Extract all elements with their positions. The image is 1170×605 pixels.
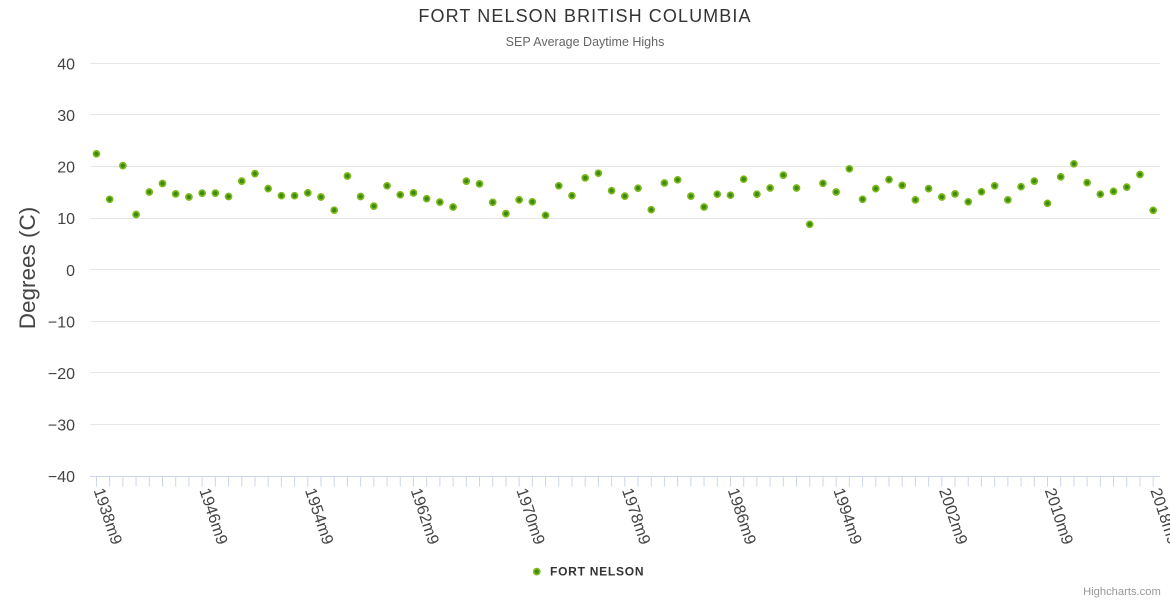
svg-text:10: 10	[57, 211, 75, 228]
svg-text:0: 0	[66, 263, 75, 280]
svg-text:20: 20	[57, 160, 75, 177]
svg-text:FORT NELSON: FORT NELSON	[550, 565, 644, 579]
svg-text:−40: −40	[48, 469, 75, 486]
svg-text:FORT NELSON BRITISH COLUMBIA: FORT NELSON BRITISH COLUMBIA	[418, 6, 751, 26]
svg-text:−20: −20	[48, 366, 75, 383]
svg-text:SEP Average Daytime Highs: SEP Average Daytime Highs	[506, 35, 665, 49]
svg-text:Degrees (C): Degrees (C)	[15, 207, 40, 330]
svg-text:40: 40	[57, 57, 75, 74]
svg-text:−10: −10	[48, 314, 75, 331]
svg-text:Highcharts.com: Highcharts.com	[1083, 586, 1161, 598]
svg-text:30: 30	[57, 108, 75, 125]
svg-text:−30: −30	[48, 418, 75, 435]
